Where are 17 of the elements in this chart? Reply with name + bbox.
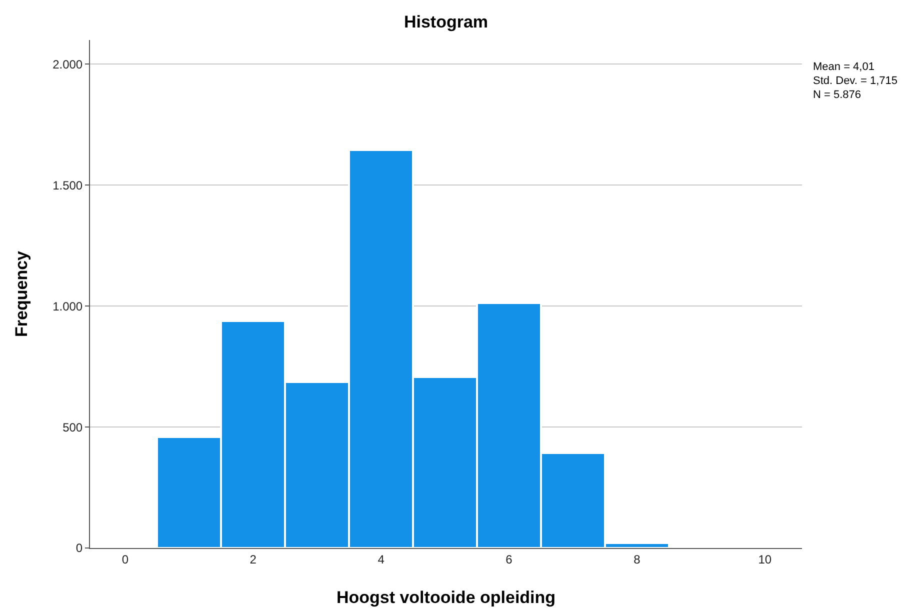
y-tick-label: 500 bbox=[62, 420, 83, 434]
text: N = 5.876 bbox=[813, 89, 862, 101]
x-tick-label: 8 bbox=[634, 552, 641, 566]
x-tick-label: 2 bbox=[250, 552, 257, 566]
x-tick-label: 0 bbox=[122, 552, 129, 566]
y-axis-title: Frequency bbox=[12, 250, 32, 337]
x-tick-label: 4 bbox=[378, 552, 385, 566]
chart-title: Histogram bbox=[404, 12, 488, 32]
x-tick-label: 10 bbox=[758, 552, 772, 566]
text: Mean = 4,01 bbox=[813, 61, 874, 73]
y-tick-label: 1.500 bbox=[52, 178, 83, 192]
y-tick-label: 0 bbox=[76, 541, 83, 556]
text: Std. Dev. = 1,715 bbox=[813, 75, 898, 87]
y-tick-label: 1.000 bbox=[52, 299, 83, 314]
y-tick-label: 2.000 bbox=[52, 57, 83, 72]
x-axis-title: Hoogst voltooide opleiding bbox=[336, 588, 556, 607]
x-tick-label: 6 bbox=[506, 552, 513, 566]
